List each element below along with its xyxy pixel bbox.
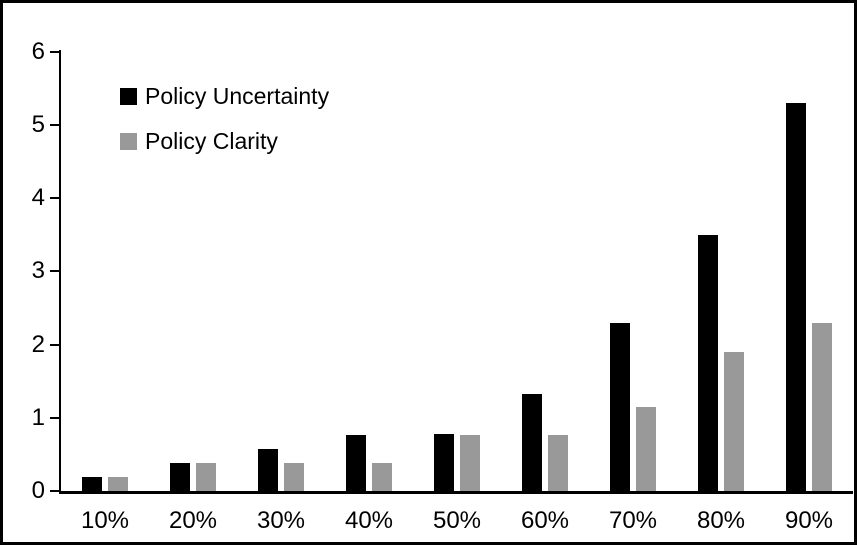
bar-group [765, 3, 853, 491]
x-axis-labels: 10% 20% 30% 40% 50% 60% 70% 80% 90% [61, 506, 853, 536]
x-tick-label: 30% [256, 507, 306, 534]
bar-policy-clarity [548, 435, 568, 491]
bar-group [61, 3, 149, 491]
y-tick-mark [50, 416, 60, 419]
legend-label-policy-clarity: Policy Clarity [145, 128, 278, 154]
bar-policy-uncertainty [346, 435, 366, 491]
y-tick-label: 3 [31, 257, 45, 285]
bar-policy-clarity [284, 463, 304, 491]
bar-policy-uncertainty [82, 477, 102, 491]
y-tick-mark [50, 270, 60, 273]
bar-policy-clarity [460, 435, 480, 491]
y-axis-line [59, 50, 61, 492]
y-tick-mark [50, 124, 60, 126]
y-tick-label: 0 [31, 477, 45, 504]
legend-swatch-policy-clarity [120, 133, 137, 150]
bar-group [413, 3, 501, 491]
x-tick-label: 40% [344, 507, 394, 534]
legend-item-policy-clarity: Policy Clarity [120, 128, 329, 154]
y-tick-label: 1 [31, 403, 45, 431]
y-tick-mark [50, 50, 60, 53]
legend: Policy Uncertainty Policy Clarity [120, 83, 329, 177]
bar-group [325, 3, 413, 491]
legend-swatch-policy-uncertainty [120, 88, 137, 105]
bar-policy-uncertainty [610, 323, 630, 491]
y-tick-label: 6 [31, 37, 45, 65]
bar-policy-uncertainty [434, 434, 454, 491]
x-tick-label: 60% [520, 507, 570, 534]
bar-policy-clarity [724, 352, 744, 491]
y-tick-mark [50, 197, 60, 200]
bar-policy-clarity [108, 477, 128, 491]
bar-group [589, 3, 677, 491]
x-axis-line [59, 491, 853, 494]
x-tick-label: 20% [168, 507, 218, 534]
y-tick-mark [50, 343, 60, 346]
legend-item-policy-uncertainty: Policy Uncertainty [120, 83, 329, 109]
x-tick-label: 80% [696, 507, 746, 534]
legend-label-policy-uncertainty: Policy Uncertainty [145, 83, 330, 109]
bar-policy-uncertainty [786, 103, 806, 491]
y-tick-mark [50, 490, 60, 492]
bar-policy-uncertainty [170, 463, 190, 491]
bar-group [149, 3, 237, 491]
bar-policy-uncertainty [258, 449, 278, 491]
plot-area [61, 3, 853, 491]
bar-group [677, 3, 765, 491]
bar-policy-uncertainty [698, 235, 718, 491]
x-tick-label: 10% [80, 507, 130, 534]
bar-policy-clarity [812, 323, 832, 491]
bar-policy-uncertainty [522, 394, 542, 491]
bar-policy-clarity [196, 463, 216, 491]
x-tick-label: 90% [784, 507, 834, 534]
y-tick-label: 2 [31, 330, 45, 358]
bar-policy-clarity [372, 463, 392, 491]
y-tick-label: 4 [31, 184, 45, 212]
bar-policy-clarity [636, 407, 656, 491]
y-axis: 0 1 2 3 4 5 6 [3, 3, 45, 542]
bar-group [237, 3, 325, 491]
x-tick-label: 50% [432, 507, 482, 534]
y-tick-label: 5 [31, 111, 45, 138]
x-tick-label: 70% [608, 507, 658, 534]
bar-group [501, 3, 589, 491]
